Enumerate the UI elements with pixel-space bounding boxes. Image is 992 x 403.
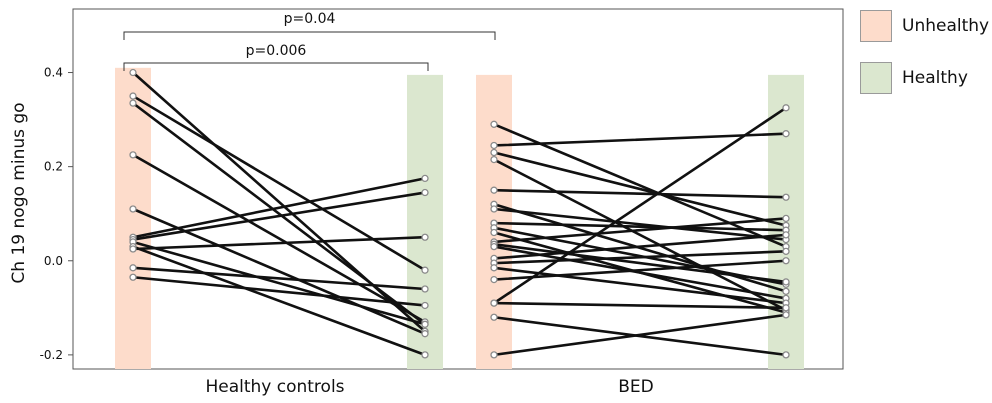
- point-healthy: [421, 330, 429, 338]
- legend-item-unhealthy: Unhealthy: [860, 10, 989, 42]
- subject-line: [492, 158, 788, 312]
- point-healthy: [782, 193, 790, 201]
- subject-line: [131, 177, 427, 239]
- significance-label: p=0.006: [246, 43, 307, 59]
- significance-bracket: [123, 62, 429, 71]
- point-healthy: [421, 188, 429, 197]
- subject-line: [131, 275, 427, 307]
- point-healthy: [421, 320, 429, 328]
- group-label: Healthy controls: [205, 377, 344, 397]
- point-healthy: [782, 304, 790, 312]
- y-tick-label: 0.4: [44, 66, 63, 80]
- point-unhealthy: [490, 155, 498, 164]
- subject-line: [492, 188, 788, 199]
- subject-line: [131, 207, 427, 336]
- legend-swatch-unhealthy: [860, 10, 892, 42]
- subject-line: [131, 153, 427, 324]
- point-healthy: [782, 214, 790, 223]
- subject-line: [492, 301, 788, 310]
- point-healthy: [421, 174, 429, 183]
- point-healthy: [782, 130, 790, 138]
- point-unhealthy: [129, 245, 137, 253]
- bar-unhealthy: [115, 67, 151, 369]
- point-unhealthy: [490, 205, 498, 213]
- subject-line: [492, 259, 788, 281]
- subject-line: [492, 250, 788, 265]
- subject-line: [131, 245, 427, 357]
- point-unhealthy: [490, 141, 498, 150]
- legend-label-healthy: Healthy: [902, 68, 968, 88]
- point-healthy: [421, 233, 429, 241]
- point-healthy: [782, 287, 790, 296]
- point-unhealthy: [490, 313, 498, 321]
- point-healthy: [421, 351, 429, 359]
- significance-label: p=0.04: [284, 11, 336, 27]
- subject-line: [131, 235, 427, 251]
- subject-line: [492, 132, 788, 147]
- point-healthy: [782, 257, 790, 265]
- subject-line: [131, 266, 427, 291]
- point-healthy: [782, 104, 790, 112]
- point-unhealthy: [490, 148, 498, 157]
- point-unhealthy: [490, 186, 498, 194]
- legend-swatch-healthy: [860, 62, 892, 94]
- y-tick-label: 0.0: [44, 254, 63, 268]
- subject-line: [131, 240, 427, 326]
- point-healthy: [782, 351, 790, 359]
- subject-line: [131, 101, 427, 326]
- subject-line: [492, 221, 788, 232]
- point-healthy: [421, 301, 429, 310]
- point-unhealthy: [129, 151, 137, 159]
- point-healthy: [421, 285, 429, 293]
- point-unhealthy: [490, 120, 498, 128]
- point-healthy: [782, 311, 790, 319]
- point-unhealthy: [490, 228, 498, 237]
- subject-line: [492, 313, 788, 357]
- point-unhealthy: [490, 242, 498, 251]
- y-tick-label: 0.2: [44, 160, 63, 174]
- legend-label-unhealthy: Unhealthy: [902, 16, 990, 36]
- point-unhealthy: [129, 68, 137, 77]
- point-unhealthy: [490, 351, 498, 359]
- significance-bracket: [123, 31, 496, 40]
- point-unhealthy: [490, 264, 498, 272]
- subject-line: [492, 233, 788, 260]
- point-unhealthy: [129, 205, 137, 213]
- subject-line: [492, 151, 788, 227]
- group-label: BED: [618, 377, 654, 397]
- point-unhealthy: [490, 299, 498, 307]
- plot-frame: [72, 8, 844, 370]
- point-healthy: [421, 266, 429, 274]
- subject-line: [492, 106, 788, 305]
- point-unhealthy: [129, 99, 137, 107]
- subject-line: [492, 266, 788, 305]
- point-healthy: [782, 231, 790, 239]
- subject-line: [131, 94, 427, 272]
- legend-item-healthy: Healthy: [860, 62, 968, 94]
- subject-line: [492, 242, 788, 284]
- subject-line: [131, 191, 427, 241]
- y-axis-label: Ch 19 nogo minus go: [9, 102, 29, 283]
- point-unhealthy: [129, 273, 137, 281]
- point-unhealthy: [129, 92, 137, 100]
- point-unhealthy: [129, 264, 137, 272]
- point-unhealthy: [490, 275, 498, 284]
- subject-line: [492, 207, 788, 241]
- point-healthy: [782, 278, 790, 286]
- subject-line: [492, 217, 788, 244]
- y-tick-label: -0.2: [40, 348, 63, 362]
- point-healthy: [782, 247, 790, 256]
